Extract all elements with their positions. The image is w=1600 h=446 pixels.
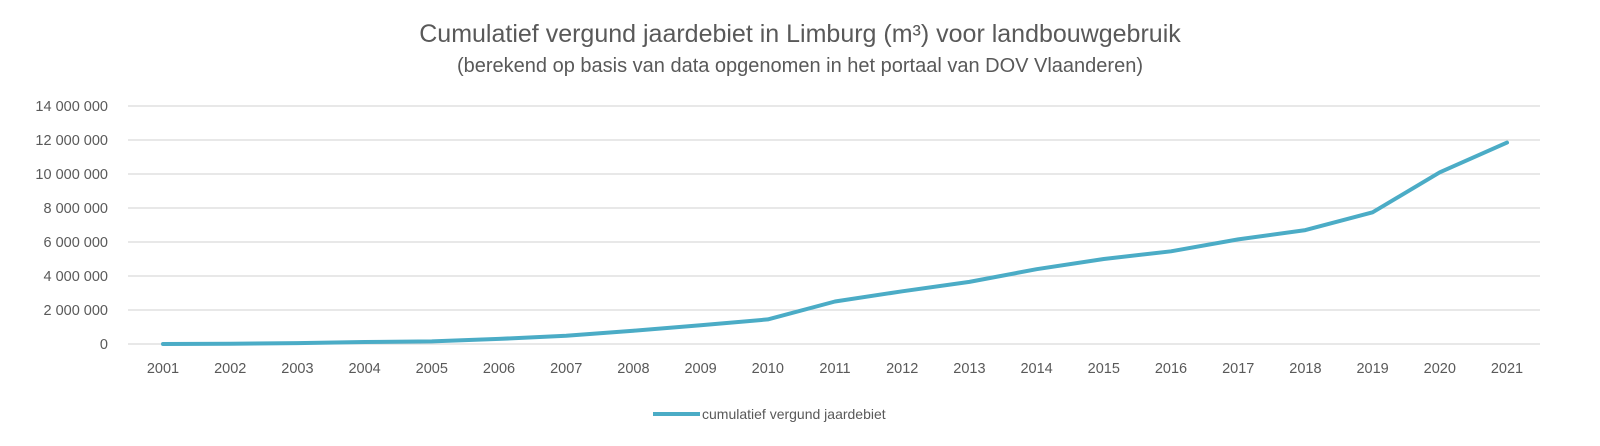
data-point	[297, 343, 298, 344]
data-point	[1305, 230, 1306, 231]
x-tick-label: 2005	[416, 361, 448, 377]
data-point	[1238, 239, 1239, 240]
data-point	[566, 335, 567, 336]
data-point	[364, 341, 365, 342]
x-tick-label: 2007	[550, 361, 582, 377]
x-tick-label: 2018	[1289, 361, 1321, 377]
x-tick-label: 2009	[684, 361, 716, 377]
x-tick-label: 2006	[483, 361, 515, 377]
y-tick-label: 0	[100, 337, 108, 353]
x-tick-label: 2014	[1020, 361, 1052, 377]
data-point	[902, 291, 903, 292]
x-tick-label: 2017	[1222, 361, 1254, 377]
series-layer	[161, 140, 1509, 346]
x-tick-label: 2003	[281, 361, 313, 377]
x-tick-label: 2002	[214, 361, 246, 377]
legend-label: cumulatief vergund jaardebiet	[702, 406, 886, 422]
x-tick-label: 2001	[147, 361, 179, 377]
legend: cumulatief vergund jaardebiet	[653, 406, 886, 422]
y-axis-ticks: 0 2 000 000 4 000 000 6 000 000 8 000 000 10 …	[35, 99, 108, 353]
y-tick-label: 6 000 000	[43, 235, 108, 251]
data-point	[969, 281, 970, 282]
data-point	[700, 325, 701, 326]
data-point	[767, 319, 768, 320]
data-point	[633, 330, 634, 331]
data-point	[1103, 259, 1104, 260]
x-tick-label: 2010	[752, 361, 784, 377]
gridlines	[128, 105, 1540, 345]
x-tick-label: 2016	[1155, 361, 1187, 377]
data-point	[1507, 142, 1508, 143]
y-tick-label: 8 000 000	[43, 201, 108, 217]
data-point	[835, 301, 836, 302]
x-tick-label: 2021	[1491, 361, 1523, 377]
data-point	[163, 344, 164, 345]
chart-subtitle: (berekend op basis van data opgenomen in…	[456, 55, 1143, 77]
x-tick-label: 2013	[953, 361, 985, 377]
x-tick-label: 2019	[1356, 361, 1388, 377]
data-point	[499, 338, 500, 339]
data-point	[1036, 269, 1037, 270]
series-line	[161, 140, 1509, 346]
y-tick-label: 10 000 000	[35, 167, 108, 183]
x-tick-label: 2004	[348, 361, 380, 377]
x-tick-label: 2011	[819, 361, 850, 377]
chart-title: Cumulatief vergund jaardebiet in Limburg…	[419, 20, 1181, 48]
x-tick-label: 2015	[1088, 361, 1120, 377]
data-point	[431, 341, 432, 342]
data-point	[230, 343, 231, 344]
y-tick-label: 14 000 000	[35, 99, 108, 115]
y-tick-label: 2 000 000	[43, 303, 108, 319]
data-point	[1439, 172, 1440, 173]
y-tick-label: 4 000 000	[43, 269, 108, 285]
data-point	[1171, 251, 1172, 252]
data-point	[1372, 212, 1373, 213]
y-tick-label: 12 000 000	[35, 133, 108, 149]
x-axis-ticks: 2001 2002 2003 2004 2005 2006 2007 2008 2009 2010…	[147, 361, 1523, 377]
x-tick-label: 2012	[886, 361, 918, 377]
x-tick-label: 2008	[617, 361, 649, 377]
x-tick-label: 2020	[1424, 361, 1456, 377]
